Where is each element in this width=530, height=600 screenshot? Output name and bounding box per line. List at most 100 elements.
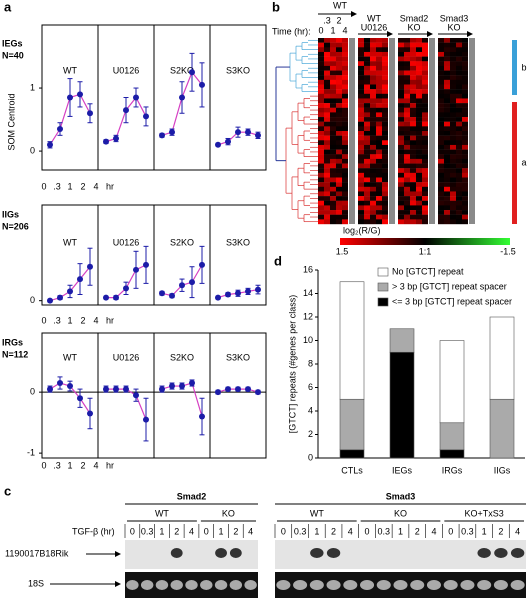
heat-cell xyxy=(410,196,416,201)
time-tick: .3 xyxy=(323,15,331,25)
heat-cell xyxy=(416,47,422,53)
heat-cell xyxy=(422,214,428,220)
heat-cell xyxy=(376,154,382,160)
heat-cell xyxy=(330,89,336,94)
heat-cell xyxy=(410,158,416,164)
blot-spot xyxy=(215,548,227,558)
heat-cell xyxy=(370,149,376,155)
heat-cell xyxy=(410,117,416,122)
heat-cell xyxy=(342,47,348,53)
heat-cell xyxy=(398,149,404,155)
marker xyxy=(103,138,109,145)
heat-cell xyxy=(330,177,336,183)
heat-cell xyxy=(410,51,416,57)
heat-cell xyxy=(404,75,410,81)
heat-cell xyxy=(422,107,428,113)
heat-cell xyxy=(336,56,342,62)
heat-cell xyxy=(364,158,370,164)
heat-cell xyxy=(370,214,376,220)
heat-cell xyxy=(330,121,336,127)
heat-cell xyxy=(450,51,456,57)
heat-cell xyxy=(422,79,428,85)
heat-cell xyxy=(370,168,376,174)
heat-cell xyxy=(336,126,342,132)
heat-cell xyxy=(450,79,456,85)
heat-cell xyxy=(404,135,410,141)
heat-cell xyxy=(382,210,388,215)
heat-cell xyxy=(370,56,376,62)
heat-cell xyxy=(404,144,410,150)
heat-cell xyxy=(410,56,416,62)
heat-cell xyxy=(444,56,450,62)
heat-cell xyxy=(404,214,410,220)
heat-cell xyxy=(318,89,324,94)
heat-cell xyxy=(330,186,336,192)
scale-tick: 1:1 xyxy=(419,246,432,256)
heat-cell xyxy=(342,79,348,85)
heat-cell xyxy=(382,56,388,62)
heat-cell xyxy=(438,191,444,197)
heat-cell xyxy=(422,75,428,81)
heat-cell xyxy=(364,103,370,108)
blot-band xyxy=(229,580,243,590)
heat-cell xyxy=(342,51,348,57)
heat-cell xyxy=(324,210,330,215)
heat-cell xyxy=(336,117,342,122)
heat-cell xyxy=(370,98,376,104)
heat-cell xyxy=(336,154,342,160)
heat-cell xyxy=(336,61,342,67)
heat-cell xyxy=(382,168,388,174)
group-label: WT xyxy=(333,0,347,10)
marker xyxy=(179,282,185,289)
heat-cell xyxy=(438,158,444,164)
heat-cell xyxy=(330,205,336,211)
heat-cell xyxy=(398,163,404,169)
marker xyxy=(123,386,129,393)
heat-cell xyxy=(358,117,364,122)
bar-segment xyxy=(489,398,515,459)
heat-cell xyxy=(358,168,364,174)
heat-cell xyxy=(364,200,370,206)
heat-cell xyxy=(324,158,330,164)
heat-cell xyxy=(370,107,376,113)
heat-cell xyxy=(462,38,468,43)
heat-cell xyxy=(330,56,336,62)
time-tick: 4 xyxy=(342,25,347,35)
group-label: KO xyxy=(407,22,420,32)
marker xyxy=(189,380,195,386)
heat-cell xyxy=(416,158,422,164)
heat-cell xyxy=(330,214,336,220)
x-tick-label: 4 xyxy=(93,315,98,325)
y-tick-label: 0 xyxy=(308,452,313,462)
heat-cell xyxy=(398,107,404,113)
heat-cell xyxy=(444,103,450,108)
heat-cell xyxy=(410,131,416,136)
group-label: WT xyxy=(310,508,324,518)
heat-cell xyxy=(456,107,462,113)
heat-cell xyxy=(358,205,364,211)
heat-cell xyxy=(330,75,336,81)
heat-cell xyxy=(318,205,324,211)
heat-cell xyxy=(324,191,330,197)
heat-cell xyxy=(444,61,450,67)
heat-cell xyxy=(376,56,382,62)
heat-cell xyxy=(444,65,450,71)
heat-cell xyxy=(342,103,348,108)
heat-cell xyxy=(382,219,388,225)
heat-cell xyxy=(422,131,428,136)
heat-cell xyxy=(370,196,376,201)
heat-cell xyxy=(324,214,330,220)
heat-cell xyxy=(404,196,410,201)
heat-cell xyxy=(358,65,364,71)
heat-cell xyxy=(422,103,428,108)
heat-cell xyxy=(404,158,410,164)
heat-cell xyxy=(444,219,450,225)
heat-cell xyxy=(410,98,416,104)
heat-cell xyxy=(358,98,364,104)
heat-cell xyxy=(364,47,370,53)
heat-cell xyxy=(422,112,428,118)
heat-cell xyxy=(318,144,324,150)
heat-cell xyxy=(462,93,468,99)
heat-cell xyxy=(318,75,324,81)
